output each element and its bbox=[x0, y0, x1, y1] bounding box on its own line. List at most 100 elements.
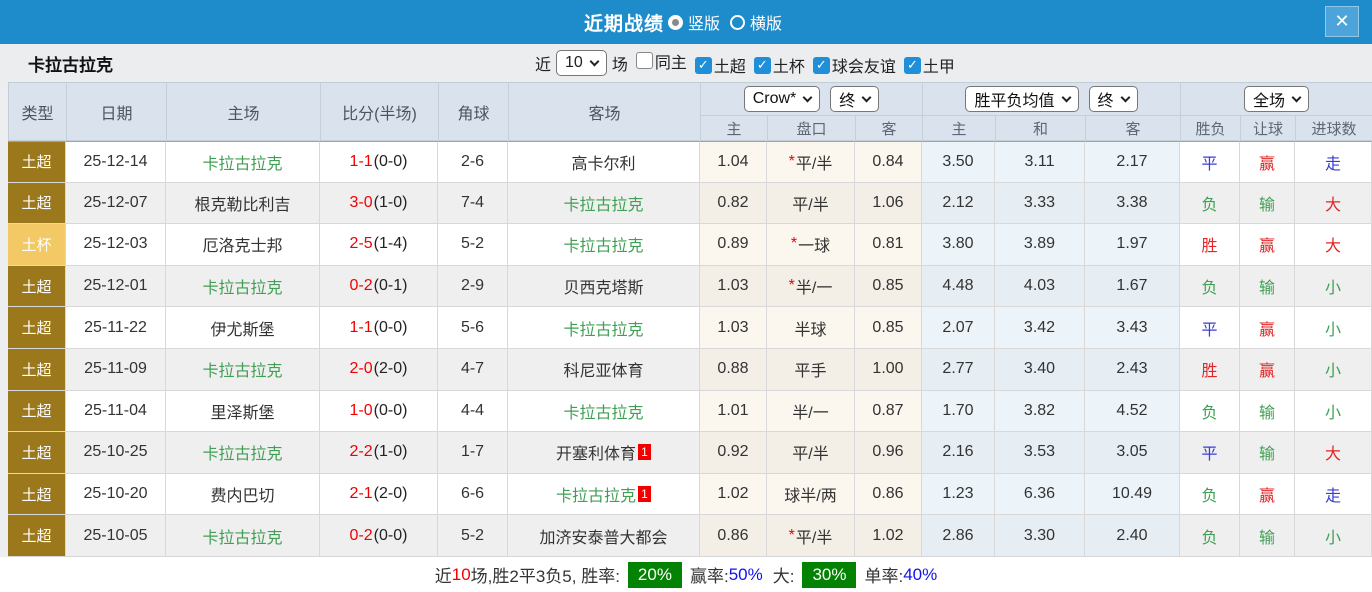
home-team-cell: 费内巴切 bbox=[166, 473, 320, 516]
match-row: 土超 25-10-05 卡拉古拉克 0-2 (0-0) 5-2 加济安泰普大都会 0.86 * 平… bbox=[8, 515, 1372, 557]
score-cell: 2-0 (2-0) bbox=[320, 348, 438, 391]
header-select-2-0[interactable]: 全场 bbox=[1243, 86, 1309, 112]
header-subcol-0-0: 主 bbox=[701, 116, 768, 141]
home-team-name: 里泽斯堡 bbox=[210, 404, 275, 422]
handicap-away-odds: 1.00 bbox=[855, 348, 922, 391]
checkbox-1[interactable]: ✓ bbox=[694, 56, 712, 74]
handicap-home-odds: 0.92 bbox=[700, 432, 767, 474]
handicap-home-odds: 1.04 bbox=[700, 141, 767, 183]
red-card-badge: 1 bbox=[638, 486, 651, 503]
corners-cell: 2-9 bbox=[438, 265, 508, 308]
chevron-down-icon bbox=[802, 92, 813, 102]
header-select-label: 终 bbox=[839, 93, 856, 110]
score-cell: 2-5 (1-4) bbox=[320, 224, 438, 266]
results-table: 类型 日期 主场 比分(半场) 角球 客场 Crow* 终主盘口客胜平负均值终主和客全场 胜负让… bbox=[8, 82, 1372, 557]
match-row: 土超 25-11-09 卡拉古拉克 2-0 (2-0) 4-7 科尼亚体育 0.88 平手 1.0… bbox=[8, 348, 1372, 391]
table-header: 类型 日期 主场 比分(半场) 角球 客场 Crow* 终主盘口客胜平负均值终主和客全场 胜负让… bbox=[8, 82, 1372, 141]
chevron-down-icon bbox=[1061, 92, 1071, 102]
away-team-cell: 科尼亚体育 bbox=[508, 348, 700, 391]
header-col-2: 主场 bbox=[167, 83, 321, 141]
type-cell: 土超 bbox=[8, 390, 66, 433]
home-team-cell: 卡拉古拉克 bbox=[166, 432, 320, 474]
handicap-line: 平手 bbox=[794, 363, 827, 381]
corners-cell: 4-4 bbox=[438, 390, 508, 433]
handicap-line: 半/一 bbox=[792, 404, 829, 422]
filter-item-3: ✓ 球会友谊 bbox=[807, 53, 896, 77]
header-select-1-0[interactable]: 胜平负均值 bbox=[965, 86, 1079, 112]
type-cell: 土超 bbox=[8, 473, 66, 516]
result-outcome: 胜 bbox=[1180, 348, 1240, 391]
odds-draw: 3.30 bbox=[995, 515, 1085, 557]
handicap-away-odds: 0.87 bbox=[855, 390, 922, 433]
vertical-layout-radio[interactable] bbox=[667, 14, 683, 30]
horizontal-layout-radio[interactable] bbox=[730, 14, 745, 30]
close-icon[interactable]: ✕ bbox=[1325, 6, 1359, 37]
home-team-cell: 卡拉古拉克 bbox=[166, 515, 320, 557]
checkbox-label-1[interactable]: 土超 bbox=[713, 59, 746, 77]
full-score: 1-0 bbox=[349, 401, 373, 419]
checkbox-4[interactable]: ✓ bbox=[903, 56, 921, 74]
handicap-away-odds: 1.06 bbox=[855, 182, 922, 225]
result-handicap: 赢 bbox=[1240, 348, 1295, 391]
handicap-away-odds: 0.85 bbox=[855, 307, 922, 349]
corners-cell: 5-2 bbox=[438, 515, 508, 557]
half-score: (1-4) bbox=[373, 235, 408, 253]
odds-home: 1.23 bbox=[922, 473, 995, 516]
handicap-line: 平/半 bbox=[792, 196, 829, 214]
odds-draw: 3.82 bbox=[995, 390, 1085, 433]
corners-cell: 6-6 bbox=[438, 473, 508, 516]
match-row: 土超 25-11-04 里泽斯堡 1-0 (0-0) 4-4 卡拉古拉克 1.01 半/一 0.8… bbox=[8, 390, 1372, 433]
checkbox-label-4[interactable]: 土甲 bbox=[922, 59, 955, 77]
checkbox-2[interactable]: ✓ bbox=[753, 56, 771, 74]
recent-count-select[interactable]: 10 bbox=[556, 50, 607, 76]
home-team-name: 费内巴切 bbox=[210, 488, 275, 506]
match-row: 土超 25-10-25 卡拉古拉克 2-2 (1-0) 1-7 开塞利体育 1 0.92 平/半 0… bbox=[8, 432, 1372, 474]
result-outcome: 平 bbox=[1180, 307, 1240, 349]
header-col-1: 日期 bbox=[67, 83, 167, 141]
corners-cell: 1-7 bbox=[438, 432, 508, 474]
away-team-name: 卡拉古拉克 bbox=[563, 196, 644, 214]
result-handicap: 输 bbox=[1240, 265, 1295, 308]
horizontal-layout-label[interactable]: 横版 bbox=[750, 16, 783, 33]
checkbox-label-2[interactable]: 土杯 bbox=[772, 59, 805, 77]
score-cell: 1-0 (0-0) bbox=[320, 390, 438, 433]
vertical-layout-label[interactable]: 竖版 bbox=[687, 16, 720, 33]
filter-bar: 卡拉古拉克 近 10 场 同主 ✓ 土超 ✓ 土杯 ✓ 球会友谊 ✓ 土甲 bbox=[0, 44, 1372, 82]
header-select-label: 全场 bbox=[1252, 93, 1285, 110]
match-row: 土超 25-12-01 卡拉古拉克 0-2 (0-1) 2-9 贝西克塔斯 1.03 * 半/一 0… bbox=[8, 265, 1372, 308]
full-score: 2-5 bbox=[349, 235, 373, 253]
header-select-0-0[interactable]: Crow* bbox=[743, 86, 821, 112]
checkbox-label-0[interactable]: 同主 bbox=[654, 54, 687, 72]
full-score: 3-0 bbox=[349, 193, 373, 211]
header-select-0-1[interactable]: 终 bbox=[830, 86, 880, 112]
checkbox-3[interactable]: ✓ bbox=[812, 56, 830, 74]
handicap-line: 一球 bbox=[798, 238, 831, 256]
home-team-name: 卡拉古拉克 bbox=[202, 280, 283, 298]
away-team-name: 卡拉古拉克 bbox=[563, 321, 644, 339]
result-handicap: 赢 bbox=[1240, 141, 1295, 183]
odds-rate-label: 赢率: bbox=[689, 567, 729, 587]
chevron-down-icon bbox=[589, 56, 600, 66]
date-cell: 25-11-09 bbox=[66, 348, 166, 391]
home-team-name: 卡拉古拉克 bbox=[202, 155, 283, 173]
page-title: 近期战绩 bbox=[583, 13, 664, 35]
handicap-away-odds: 0.84 bbox=[855, 141, 922, 183]
header-col-0: 类型 bbox=[9, 83, 67, 141]
checkbox-0[interactable] bbox=[635, 52, 653, 70]
corners-cell: 2-6 bbox=[438, 141, 508, 183]
odds-away: 2.40 bbox=[1085, 515, 1180, 557]
corners-cell: 7-4 bbox=[438, 182, 508, 225]
date-cell: 25-12-07 bbox=[66, 182, 166, 225]
header-subcol-2-0: 胜负 bbox=[1181, 116, 1241, 141]
single-rate-label: 单率: bbox=[864, 567, 904, 587]
handicap-line-cell: * 一球 bbox=[767, 224, 855, 266]
handicap-line-cell: * 平/半 bbox=[767, 515, 855, 557]
half-score: (0-0) bbox=[373, 526, 408, 544]
odds-home: 2.77 bbox=[922, 348, 995, 391]
header-group-0: Crow* 终 bbox=[701, 83, 923, 116]
result-goals: 小 bbox=[1295, 307, 1372, 349]
odds-home: 2.16 bbox=[922, 432, 995, 474]
checkbox-label-3[interactable]: 球会友谊 bbox=[831, 59, 896, 77]
result-handicap: 输 bbox=[1240, 515, 1295, 557]
header-select-1-1[interactable]: 终 bbox=[1088, 86, 1138, 112]
